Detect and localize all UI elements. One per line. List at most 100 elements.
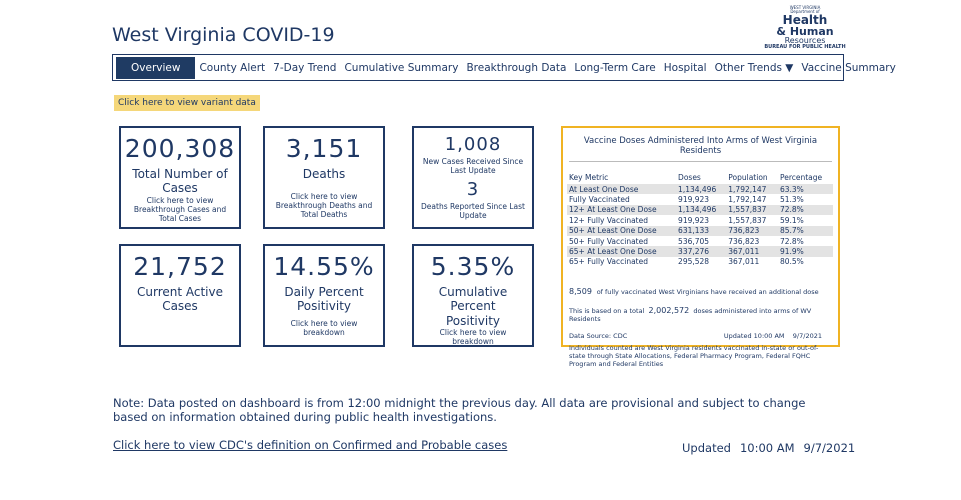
stat-label: Deaths [302, 167, 346, 181]
nav-tab[interactable]: Overview [116, 56, 196, 79]
stat-label: Current Active Cases [136, 285, 223, 314]
card-link[interactable]: Click here to view breakdown [439, 328, 507, 347]
table-cell: 367,011 [728, 257, 760, 267]
logo-text: Resources [784, 36, 826, 45]
table-cell: 12+ At Least One Dose [567, 204, 677, 216]
table-cell: 65+ Fully Vaccinated [569, 257, 648, 267]
stat-card: 5.35% Cumulative Percent Positivity Click … [412, 244, 534, 347]
nav-tab[interactable]: Vaccine Summary [801, 61, 896, 74]
source: Data Source: CDC [569, 332, 628, 341]
updated-date: 9/7/2021 [792, 332, 822, 341]
stat-card: 14.55% Daily Percent Positivity Click here… [263, 244, 385, 347]
page-title: West Virginia COVID-19 [112, 24, 335, 46]
table-cell: 85.7% [777, 225, 833, 236]
additional-value: 8,509 [569, 287, 592, 297]
updated-time: 10:00 AM [753, 332, 785, 341]
stat-label: New Cases Received Since Last Update [422, 157, 524, 175]
table-cell: 12+ Fully Vaccinated [569, 215, 648, 225]
table-row: Fully Vaccinated 919,923 1,792,147 51.3% [567, 194, 833, 204]
vaccine-table: Key Metric Doses Population Percentage At Le… [567, 170, 833, 267]
table-cell: 72.8% [779, 236, 804, 246]
stat-card: 3,151 Deaths Click here to view Breakthrou… [263, 126, 385, 229]
panel-note: Individuals counted are West Virginia re… [569, 344, 819, 368]
card-link[interactable]: Click here to view Breakthrough Deaths a… [275, 192, 373, 219]
nav-tab[interactable]: Hospital [663, 61, 707, 74]
table-row: 50+ At Least One Dose 631,133 736,823 85.7% [567, 225, 833, 236]
table-cell: 295,528 [678, 257, 710, 267]
total-suffix: doses administered into arms of WV Resid… [569, 307, 812, 324]
stat-value: 200,308 [124, 134, 236, 163]
source-row: Data Source: CDC Updated 10:00 AM 9/7/202… [569, 332, 832, 340]
table-cell: 1,557,837 [728, 215, 767, 225]
total-prefix: This is based on a total [569, 307, 645, 316]
updated-label: Updated [723, 332, 752, 341]
logo-text: BUREAU FOR PUBLIC HEALTH [764, 44, 846, 50]
table-cell: 1,792,147 [728, 195, 767, 205]
footer-updated: Updated 10:00 AM 9/7/2021 [682, 441, 864, 455]
card-link[interactable]: Click here to view Breakthrough Cases an… [133, 195, 227, 223]
table-row: 65+ Fully Vaccinated 295,528 367,011 80.5% [567, 257, 833, 267]
logo-text: Health [782, 13, 828, 27]
panel-title: Vaccine Doses Administered Into Arms of … [569, 128, 832, 162]
updated-date: 9/7/2021 [803, 441, 856, 455]
table-cell: 50+ At Least One Dose [567, 225, 677, 236]
column-header: Key Metric [569, 172, 609, 182]
updated-label: Updated [682, 441, 731, 455]
stat-label: Total Number of Cases [132, 167, 228, 196]
table-cell: 1,134,496 [676, 184, 727, 195]
table-cell: Fully Vaccinated [569, 195, 630, 205]
column-header: Percentage [779, 172, 823, 182]
stat-value: 3,151 [285, 134, 363, 163]
table-cell: 919,923 [678, 195, 710, 205]
card-link[interactable]: Click here to view breakdown [290, 319, 358, 337]
additional-dose: 8,509 of fully vaccinated West Virginian… [569, 287, 832, 296]
logo-text: & Human [776, 25, 834, 38]
total-value: 2,002,572 [648, 306, 690, 316]
table-cell: 65+ At Least One Dose [567, 246, 677, 257]
updated-time: 10:00 AM [739, 441, 795, 455]
table-row: 50+ Fully Vaccinated 536,705 736,823 72.8% [567, 236, 833, 246]
table-cell: 337,276 [676, 246, 727, 257]
nav-tab[interactable]: Breakthrough Data [466, 61, 567, 74]
stat-label: Deaths Reported Since Last Update [421, 202, 525, 220]
table-cell: 50+ Fully Vaccinated [569, 236, 648, 246]
table-cell: 631,133 [676, 225, 727, 236]
total-doses: This is based on a total 2,002,572 doses… [569, 306, 832, 323]
nav-bar: Overview County Alert 7-Day Trend Cumulativ… [112, 54, 896, 81]
table-row: 12+ Fully Vaccinated 919,923 1,557,837 59.1… [567, 215, 833, 225]
nav-tab[interactable]: 7-Day Trend [273, 61, 337, 74]
logo-text: Department of [790, 9, 820, 14]
table-row: 65+ At Least One Dose 337,276 367,011 91.9% [567, 246, 833, 257]
table-cell: 736,823 [728, 236, 760, 246]
table-cell: 367,011 [726, 246, 778, 257]
nav-tab[interactable]: Other Trends ▼ [714, 61, 794, 74]
stat-card: 21,752 Current Active Cases [119, 244, 241, 347]
table-cell: At Least One Dose [567, 184, 677, 195]
table-cell: 736,823 [726, 225, 778, 236]
table-cell: 1,792,147 [726, 184, 778, 195]
vaccine-panel: Vaccine Doses Administered Into Arms of … [561, 126, 840, 368]
stat-card: 1,008 New Cases Received Since Last Updat… [412, 126, 534, 229]
table-cell: 91.9% [777, 246, 833, 257]
footer-note: Note: Data posted on dashboard is from 1… [113, 396, 806, 425]
table-cell: 919,923 [678, 215, 710, 225]
table-cell: 1,134,496 [676, 204, 727, 216]
table-cell: 536,705 [678, 236, 710, 246]
stat-value: 3 [466, 179, 480, 200]
additional-text: of fully vaccinated West Virginians have… [596, 288, 819, 297]
footer-link[interactable]: Click here to view CDC's definition on C… [113, 438, 508, 452]
nav-tab[interactable]: County Alert [199, 61, 266, 74]
nav-tab[interactable]: Long-Term Care [574, 61, 656, 74]
logo[interactable]: WEST VIRGINIA Department of Health & Hum… [762, 6, 848, 50]
stat-card: 200,308 Total Number of Cases Click here t… [119, 126, 241, 229]
variant-link[interactable]: Click here to view variant data [114, 95, 260, 111]
stat-value: 21,752 [133, 252, 227, 281]
table-cell: 72.8% [777, 204, 833, 216]
table-cell: 1,557,837 [726, 204, 778, 216]
logo-text: WEST VIRGINIA [789, 5, 821, 10]
nav-tab[interactable]: Cumulative Summary [344, 61, 459, 74]
column-header: Population [728, 172, 768, 182]
stat-value: 1,008 [444, 134, 502, 155]
table-cell: 63.3% [777, 184, 833, 195]
table-cell: 51.3% [779, 195, 804, 205]
